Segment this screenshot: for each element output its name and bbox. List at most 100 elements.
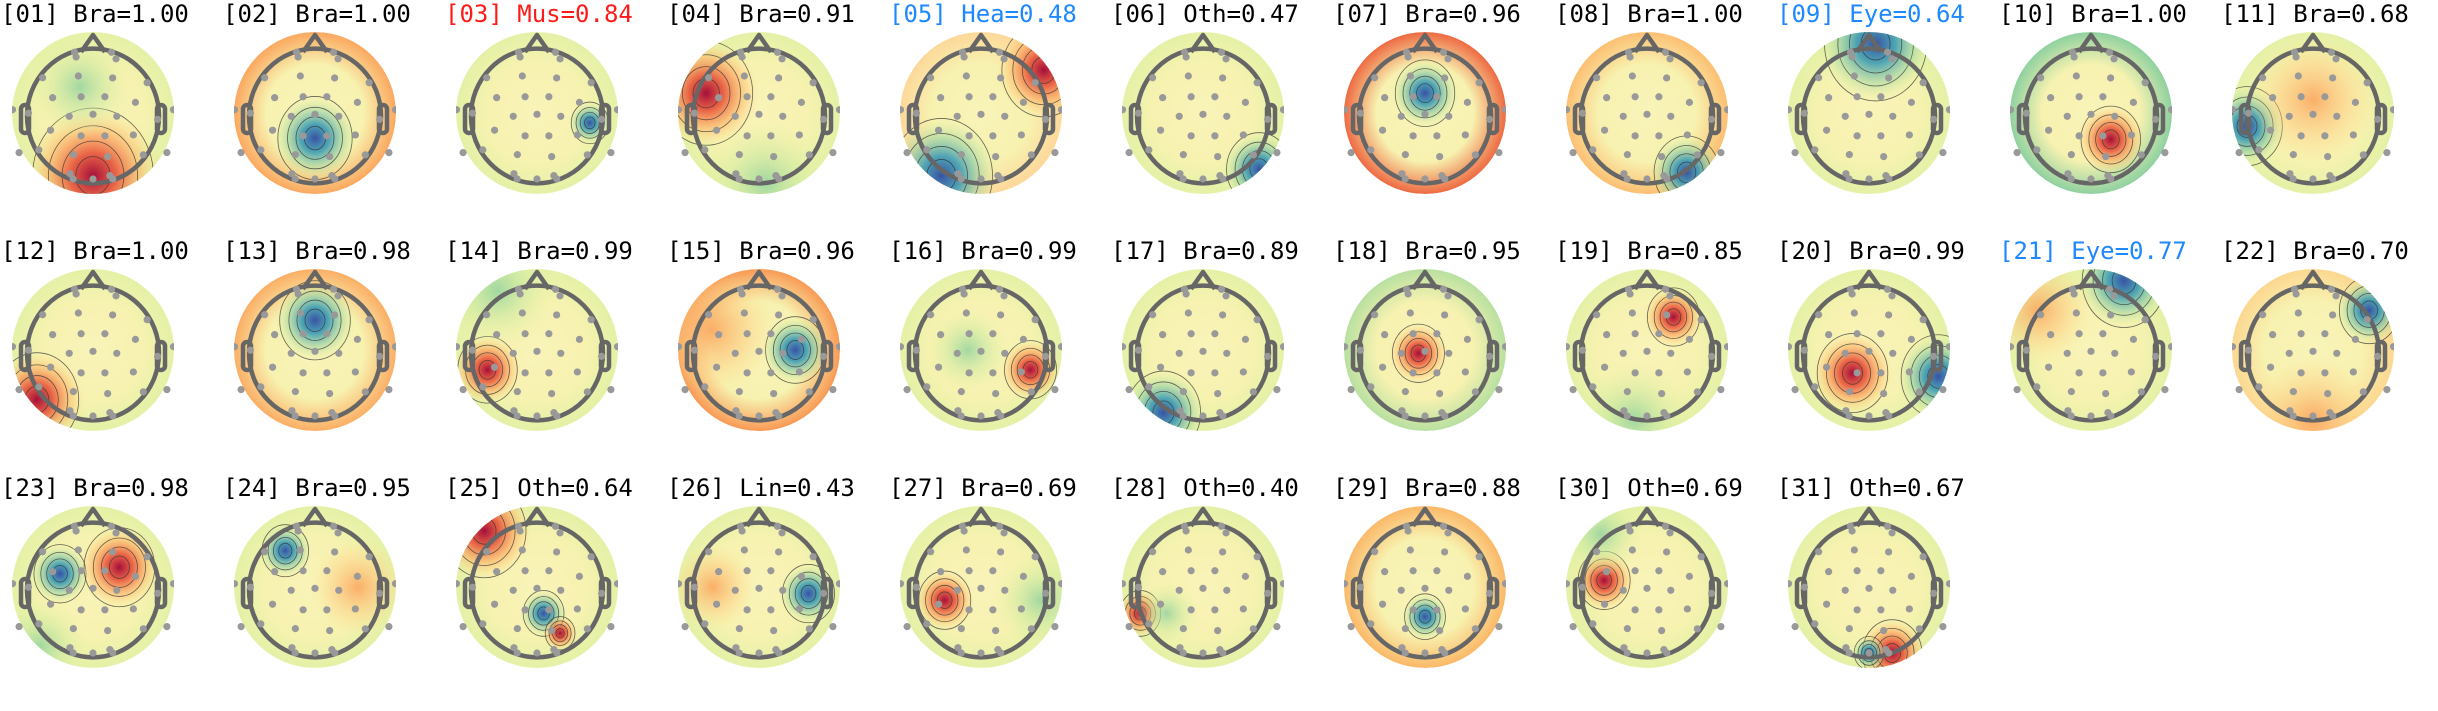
electrode	[2232, 343, 2237, 351]
electrode	[735, 388, 743, 396]
electrode	[2321, 93, 2329, 101]
electrode	[351, 368, 359, 376]
electrode	[779, 586, 787, 594]
electrode	[2064, 170, 2072, 178]
electrode	[553, 649, 561, 657]
electrode	[1791, 149, 1799, 157]
contour-line	[548, 620, 572, 646]
nose	[2299, 269, 2327, 291]
electrode	[513, 412, 521, 420]
electrode	[977, 412, 985, 420]
activation-blob	[79, 527, 160, 608]
electrode	[518, 72, 526, 80]
electrode	[954, 644, 962, 652]
electrode	[77, 369, 85, 377]
electrode	[755, 412, 763, 420]
nose	[745, 32, 773, 54]
nose	[301, 269, 329, 291]
electrode	[1593, 74, 1601, 82]
electrode	[548, 626, 556, 635]
electrode	[2022, 109, 2031, 117]
electrode	[545, 606, 553, 614]
electrode	[1631, 606, 1639, 614]
contour-line	[772, 324, 818, 376]
electrode	[743, 369, 751, 377]
component-cell: [24] Bra=0.95	[222, 474, 444, 711]
electrode	[1658, 389, 1666, 398]
electrode	[1865, 412, 1873, 420]
electrode	[1461, 131, 1469, 139]
electrode	[557, 112, 565, 120]
electrode	[1421, 584, 1429, 592]
electrode	[954, 170, 962, 178]
electrode	[1685, 572, 1694, 580]
electrode	[131, 572, 140, 580]
electrode	[89, 649, 97, 657]
electrode	[456, 580, 461, 588]
activation-blob	[915, 570, 975, 630]
electrode	[1145, 146, 1153, 154]
electrode	[2067, 388, 2075, 396]
electrode	[2127, 368, 2135, 376]
component-cell: [13] Bra=0.98	[222, 237, 444, 474]
electrode	[101, 606, 109, 614]
electrode	[573, 605, 581, 613]
electrode	[69, 151, 77, 159]
component-title: [29] Bra=0.88	[1333, 474, 1521, 502]
electrode	[989, 606, 997, 614]
ear	[240, 339, 254, 373]
electrode	[261, 548, 269, 556]
electrode	[2297, 132, 2305, 140]
electrode	[681, 149, 689, 157]
electrode	[735, 412, 743, 420]
electrode	[2105, 285, 2114, 293]
electrode	[1439, 48, 1448, 56]
electrode	[1663, 412, 1671, 420]
electrode	[533, 347, 541, 355]
electrode	[1356, 583, 1365, 591]
topomap	[1566, 269, 1728, 431]
electrode	[773, 48, 782, 56]
electrode	[2107, 412, 2115, 420]
electrode	[1461, 605, 1469, 613]
electrode	[795, 605, 803, 613]
electrode	[296, 546, 304, 554]
electrode	[1883, 285, 1892, 293]
activation-blob	[272, 95, 358, 181]
contour-line	[1842, 361, 1863, 385]
electrode	[1631, 330, 1639, 338]
ear	[906, 339, 920, 373]
electrode	[755, 175, 763, 183]
electrode	[271, 568, 279, 576]
electrode	[12, 343, 17, 351]
electrode	[2373, 115, 2382, 123]
electrode	[712, 363, 721, 371]
electrode	[2099, 369, 2107, 377]
electrode	[1800, 583, 1809, 591]
electrode	[829, 149, 837, 157]
electrode	[690, 109, 699, 117]
electrode	[1907, 335, 1916, 343]
electrode	[1397, 112, 1405, 120]
contour-line	[532, 601, 555, 626]
electrode	[1027, 388, 1035, 396]
electrode	[74, 309, 82, 317]
electrode	[153, 115, 162, 123]
electrode	[2259, 311, 2267, 319]
electrode	[957, 175, 965, 183]
electrode	[775, 74, 783, 82]
electrode	[2349, 131, 2357, 139]
component-cell: [17] Bra=0.89	[1110, 237, 1332, 474]
electrode	[731, 349, 739, 357]
electrode	[1445, 112, 1453, 120]
ear	[1572, 339, 1586, 373]
electrode	[957, 151, 965, 159]
electrode	[104, 152, 112, 161]
electrode	[1199, 649, 1207, 657]
electrode	[1463, 98, 1472, 106]
electrode	[1841, 112, 1849, 120]
electrode	[1905, 368, 1913, 376]
electrode	[2235, 386, 2243, 394]
component-cell: [28] Oth=0.40	[1110, 474, 1332, 711]
electrode	[2351, 335, 2360, 343]
